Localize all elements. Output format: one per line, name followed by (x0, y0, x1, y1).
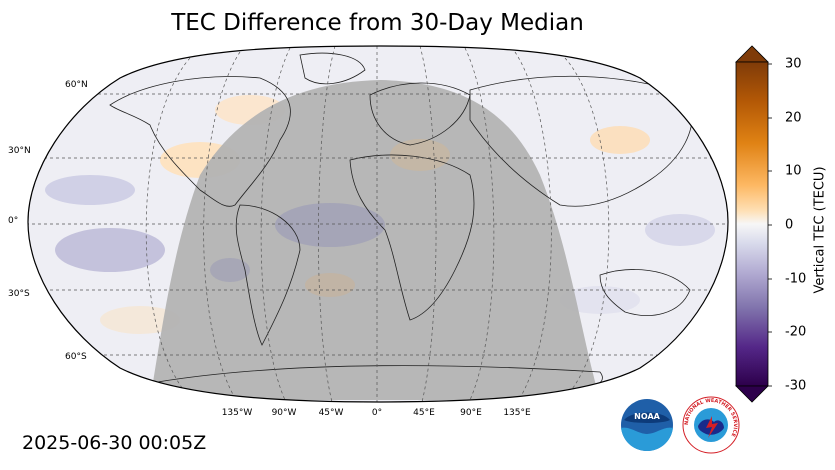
south-america-outline (235, 204, 301, 346)
map-title: TEC Difference from 30-Day Median (171, 10, 584, 36)
europe-outline (369, 82, 471, 146)
colorbar-label: Vertical TEC (TECU) (812, 166, 828, 294)
colorbar-tick-neg20: -20 (785, 324, 807, 340)
north-america-outline (109, 76, 291, 207)
colorbar-tick-20: 20 (785, 110, 802, 126)
lon-label-45e: 45°E (413, 408, 435, 418)
night-region (150, 80, 600, 400)
africa-outline (349, 154, 475, 321)
australia-outline (599, 269, 691, 316)
lon-label-45w: 45°W (318, 408, 344, 418)
colorbar-tick-neg30: -30 (785, 378, 807, 394)
greenland-outline (299, 52, 366, 85)
colorbar-tick-30: 30 (785, 56, 802, 72)
colorbar-tick-neg10: -10 (785, 271, 807, 287)
colorbar-tick-10: 10 (785, 163, 802, 179)
lon-label-90w: 90°W (271, 408, 297, 418)
lat-label-30n: 30°N (8, 146, 31, 156)
colorbar (735, 45, 772, 403)
lon-label-90e: 90°E (460, 408, 482, 418)
lat-label-0: 0° (8, 216, 19, 226)
timestamp: 2025-06-30 00:05Z (22, 432, 207, 454)
nws-logo: NATIONAL WEATHER SERVICE (682, 396, 740, 454)
noaa-logo-text: NOAA (634, 412, 660, 421)
lat-label-30s: 30°S (8, 289, 30, 299)
colorbar-tick-0: 0 (785, 217, 794, 233)
lon-label-0: 0° (371, 408, 383, 418)
noaa-logo: NOAA (621, 399, 673, 451)
asia-outline (469, 75, 693, 207)
globe-outline (27, 45, 729, 403)
lon-label-135e: 135°E (503, 408, 531, 418)
lat-label-60s: 60°S (65, 352, 87, 362)
lon-label-135w: 135°W (221, 408, 253, 418)
lat-label-60n: 60°N (65, 80, 88, 90)
